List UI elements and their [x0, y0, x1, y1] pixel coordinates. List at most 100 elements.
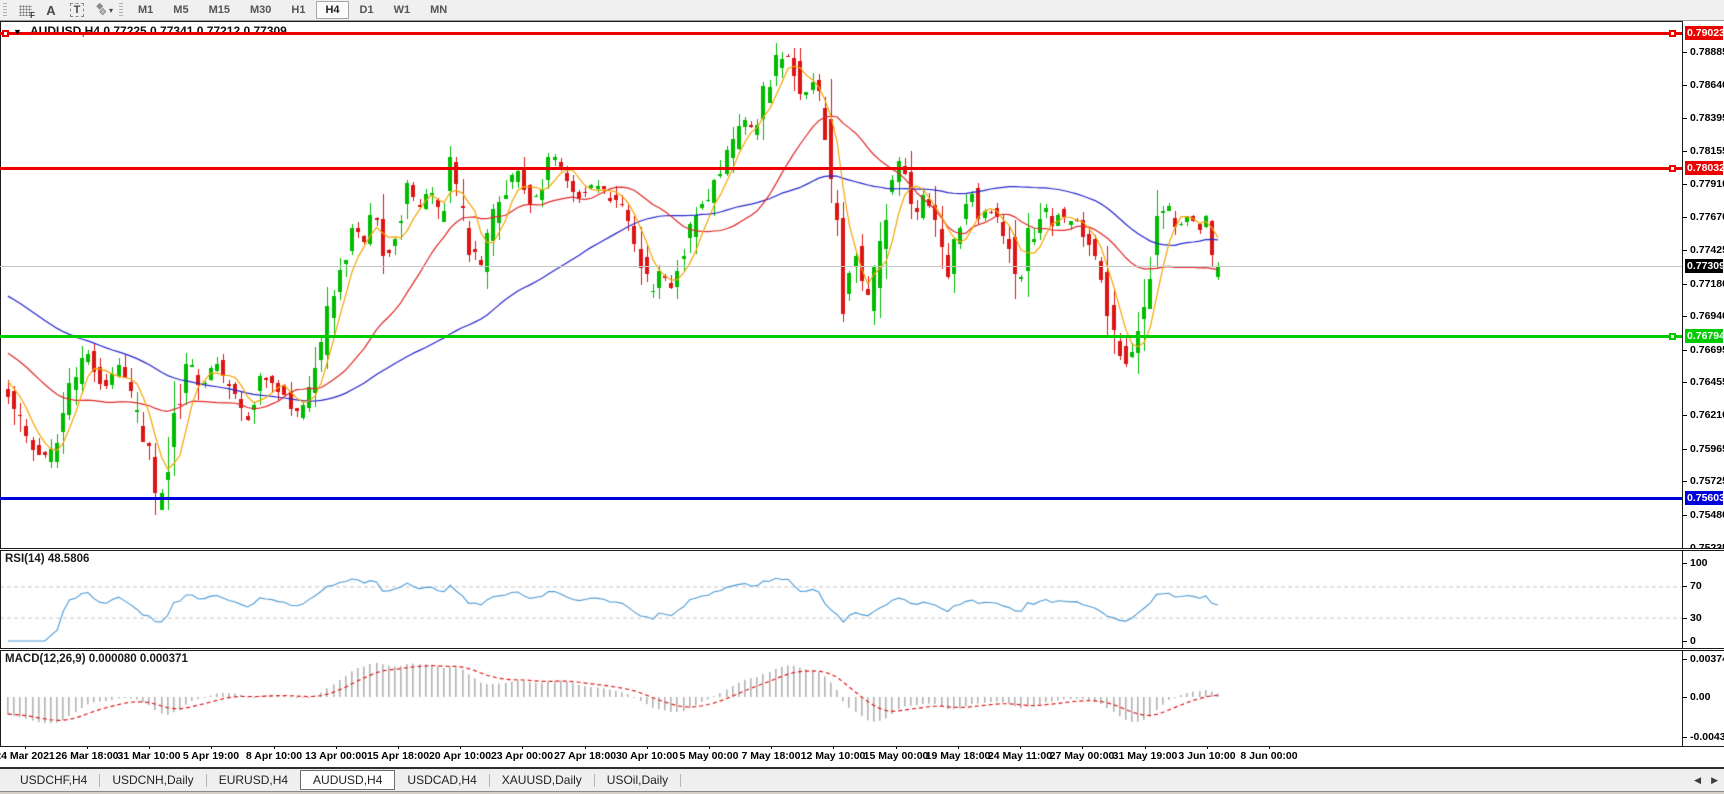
- price-badge-0.76794: 0.76794: [1685, 329, 1724, 343]
- chart-bottom-border: [0, 746, 1724, 747]
- chart-tab-audusd[interactable]: AUDUSD,H4: [300, 770, 396, 790]
- price-chart-canvas[interactable]: [0, 21, 1682, 548]
- time-axis-label: 24 May 11:00: [987, 750, 1053, 762]
- line-handle-0.79023-left[interactable]: [2, 30, 9, 37]
- price-badge-0.79023: 0.79023: [1685, 26, 1724, 40]
- horizontal-line-0.75603[interactable]: [0, 497, 1682, 500]
- timeframe-button-h1[interactable]: H1: [291, 4, 306, 16]
- price-axis-label: 0.78885: [1690, 46, 1724, 58]
- time-axis-label: 27 Apr 18:00: [553, 750, 617, 762]
- toolbar-drag-grip[interactable]: [3, 3, 7, 17]
- price-tick: [1683, 118, 1687, 119]
- price-badge-0.75603: 0.75603: [1685, 491, 1724, 505]
- timeframe-button-m15[interactable]: M15: [208, 4, 230, 16]
- rsi-label: RSI(14) 48.5806: [5, 553, 90, 565]
- rsi-indicator-canvas[interactable]: [0, 551, 1682, 648]
- price-tick: [1683, 481, 1687, 482]
- price-axis-label: 0.75725: [1690, 475, 1724, 487]
- timeframe-button-w1[interactable]: W1: [393, 4, 411, 16]
- indicator-grid-icon[interactable]: F: [14, 1, 36, 20]
- price-tick: [1683, 184, 1687, 185]
- chart-tab-eurusd[interactable]: EURUSD,H4: [218, 773, 289, 787]
- timeframe-button-d1[interactable]: D1: [359, 4, 374, 16]
- tabbar-separator: [0, 767, 1724, 769]
- indicator-tick: [1683, 641, 1687, 642]
- chart-tab-usdcad[interactable]: USDCAD,H4: [407, 773, 477, 787]
- chart-left-border: [0, 21, 1, 746]
- price-tick: [1683, 85, 1687, 86]
- text-box-icon[interactable]: T: [66, 1, 88, 19]
- arrange-objects-icon[interactable]: ▾: [92, 1, 114, 19]
- horizontal-line-0.78032[interactable]: [0, 167, 1682, 170]
- time-axis[interactable]: 24 Mar 2021 26 Mar 18:00 31 Mar 10:00 5 Apr…: [0, 746, 1724, 767]
- chart-title: AUDUSD,H4 0.77225 0.77341 0.77212 0.7730…: [30, 24, 287, 38]
- time-tick: [149, 746, 150, 749]
- time-tick: [87, 746, 88, 749]
- horizontal-line-0.76794[interactable]: [0, 335, 1682, 338]
- macd-indicator-canvas[interactable]: [0, 651, 1682, 746]
- price-tick: [1683, 284, 1687, 285]
- price-tick: [1683, 52, 1687, 53]
- time-axis-label: 13 Apr 00:00: [304, 750, 368, 762]
- time-tick: [398, 746, 399, 749]
- price-tick: [1683, 515, 1687, 516]
- price-tick: [1683, 449, 1687, 450]
- chart-tab-xauusd[interactable]: XAUUSD,Daily: [501, 773, 582, 787]
- tab-scroll-left-icon[interactable]: ◀: [1694, 775, 1702, 785]
- indicator-axis-label: 0.00: [1690, 691, 1711, 703]
- time-tick: [1207, 746, 1208, 749]
- rsi-macd-splitter[interactable]: [0, 648, 1724, 651]
- indicator-axis-label: -0.00433: [1690, 731, 1724, 743]
- line-handle-0.79023-right[interactable]: [1669, 30, 1676, 37]
- chart-region: AUDUSD,H4 0.77225 0.77341 0.77212 0.7730…: [0, 21, 1682, 746]
- timeframe-button-m1[interactable]: M1: [138, 4, 154, 16]
- chart-tab-usdchf[interactable]: USDCHF,H4: [20, 773, 88, 787]
- time-tick: [1082, 746, 1083, 749]
- tab-divider: [99, 773, 101, 787]
- chart-tab-usoil[interactable]: USOil,Daily: [606, 773, 669, 787]
- macd-label: MACD(12,26,9) 0.000080 0.000371: [5, 653, 188, 665]
- time-axis-label: 5 Apr 19:00: [182, 750, 240, 762]
- timeframe-button-h4[interactable]: H4: [316, 1, 349, 19]
- time-tick: [647, 746, 648, 749]
- time-axis-label: 8 Apr 10:00: [245, 750, 303, 762]
- price-tick: [1683, 350, 1687, 351]
- text-label-icon[interactable]: A: [46, 2, 56, 18]
- time-tick: [585, 746, 586, 749]
- timeframe-button-m30[interactable]: M30: [249, 4, 272, 16]
- chart-top-border: [0, 21, 1724, 22]
- time-axis-label: 15 Apr 18:00: [366, 750, 430, 762]
- timeframe-button-mn[interactable]: MN: [430, 4, 448, 16]
- indicator-tick: [1683, 659, 1687, 660]
- time-tick: [25, 746, 26, 749]
- horizontal-line-0.77309[interactable]: [0, 266, 1682, 267]
- line-select-triangle-icon[interactable]: ▼: [13, 27, 22, 37]
- toolbar: F A T ▾ M1 M5 M15 M30 H1 H4 D1 W1 MN: [0, 0, 1724, 21]
- line-handle-0.76794-right[interactable]: [1669, 333, 1676, 340]
- indicator-axis-label: 30: [1690, 612, 1702, 624]
- price-axis-label: 0.78395: [1690, 112, 1724, 124]
- timeframe-toolbar-grip[interactable]: [119, 3, 123, 17]
- time-axis-label: 31 May 19:00: [1112, 750, 1178, 762]
- line-handle-0.78032-right[interactable]: [1669, 165, 1676, 172]
- price-tick: [1683, 415, 1687, 416]
- horizontal-line-0.79023[interactable]: [0, 32, 1682, 35]
- time-axis-label: 30 Apr 10:00: [615, 750, 679, 762]
- time-axis-label: 27 May 00:00: [1049, 750, 1115, 762]
- main-rsi-splitter[interactable]: [0, 548, 1724, 551]
- time-axis-label: 26 Mar 18:00: [55, 750, 119, 762]
- price-tick: [1683, 316, 1687, 317]
- indicator-tick: [1683, 737, 1687, 738]
- timeframe-button-m5[interactable]: M5: [173, 4, 189, 16]
- chart-tab-usdcnh[interactable]: USDCNH,Daily: [112, 773, 194, 787]
- time-tick: [833, 746, 834, 749]
- price-axis-label: 0.75965: [1690, 443, 1724, 455]
- tab-scroll-right-icon[interactable]: ▶: [1711, 775, 1718, 785]
- price-axis-label: 0.77425: [1690, 244, 1724, 256]
